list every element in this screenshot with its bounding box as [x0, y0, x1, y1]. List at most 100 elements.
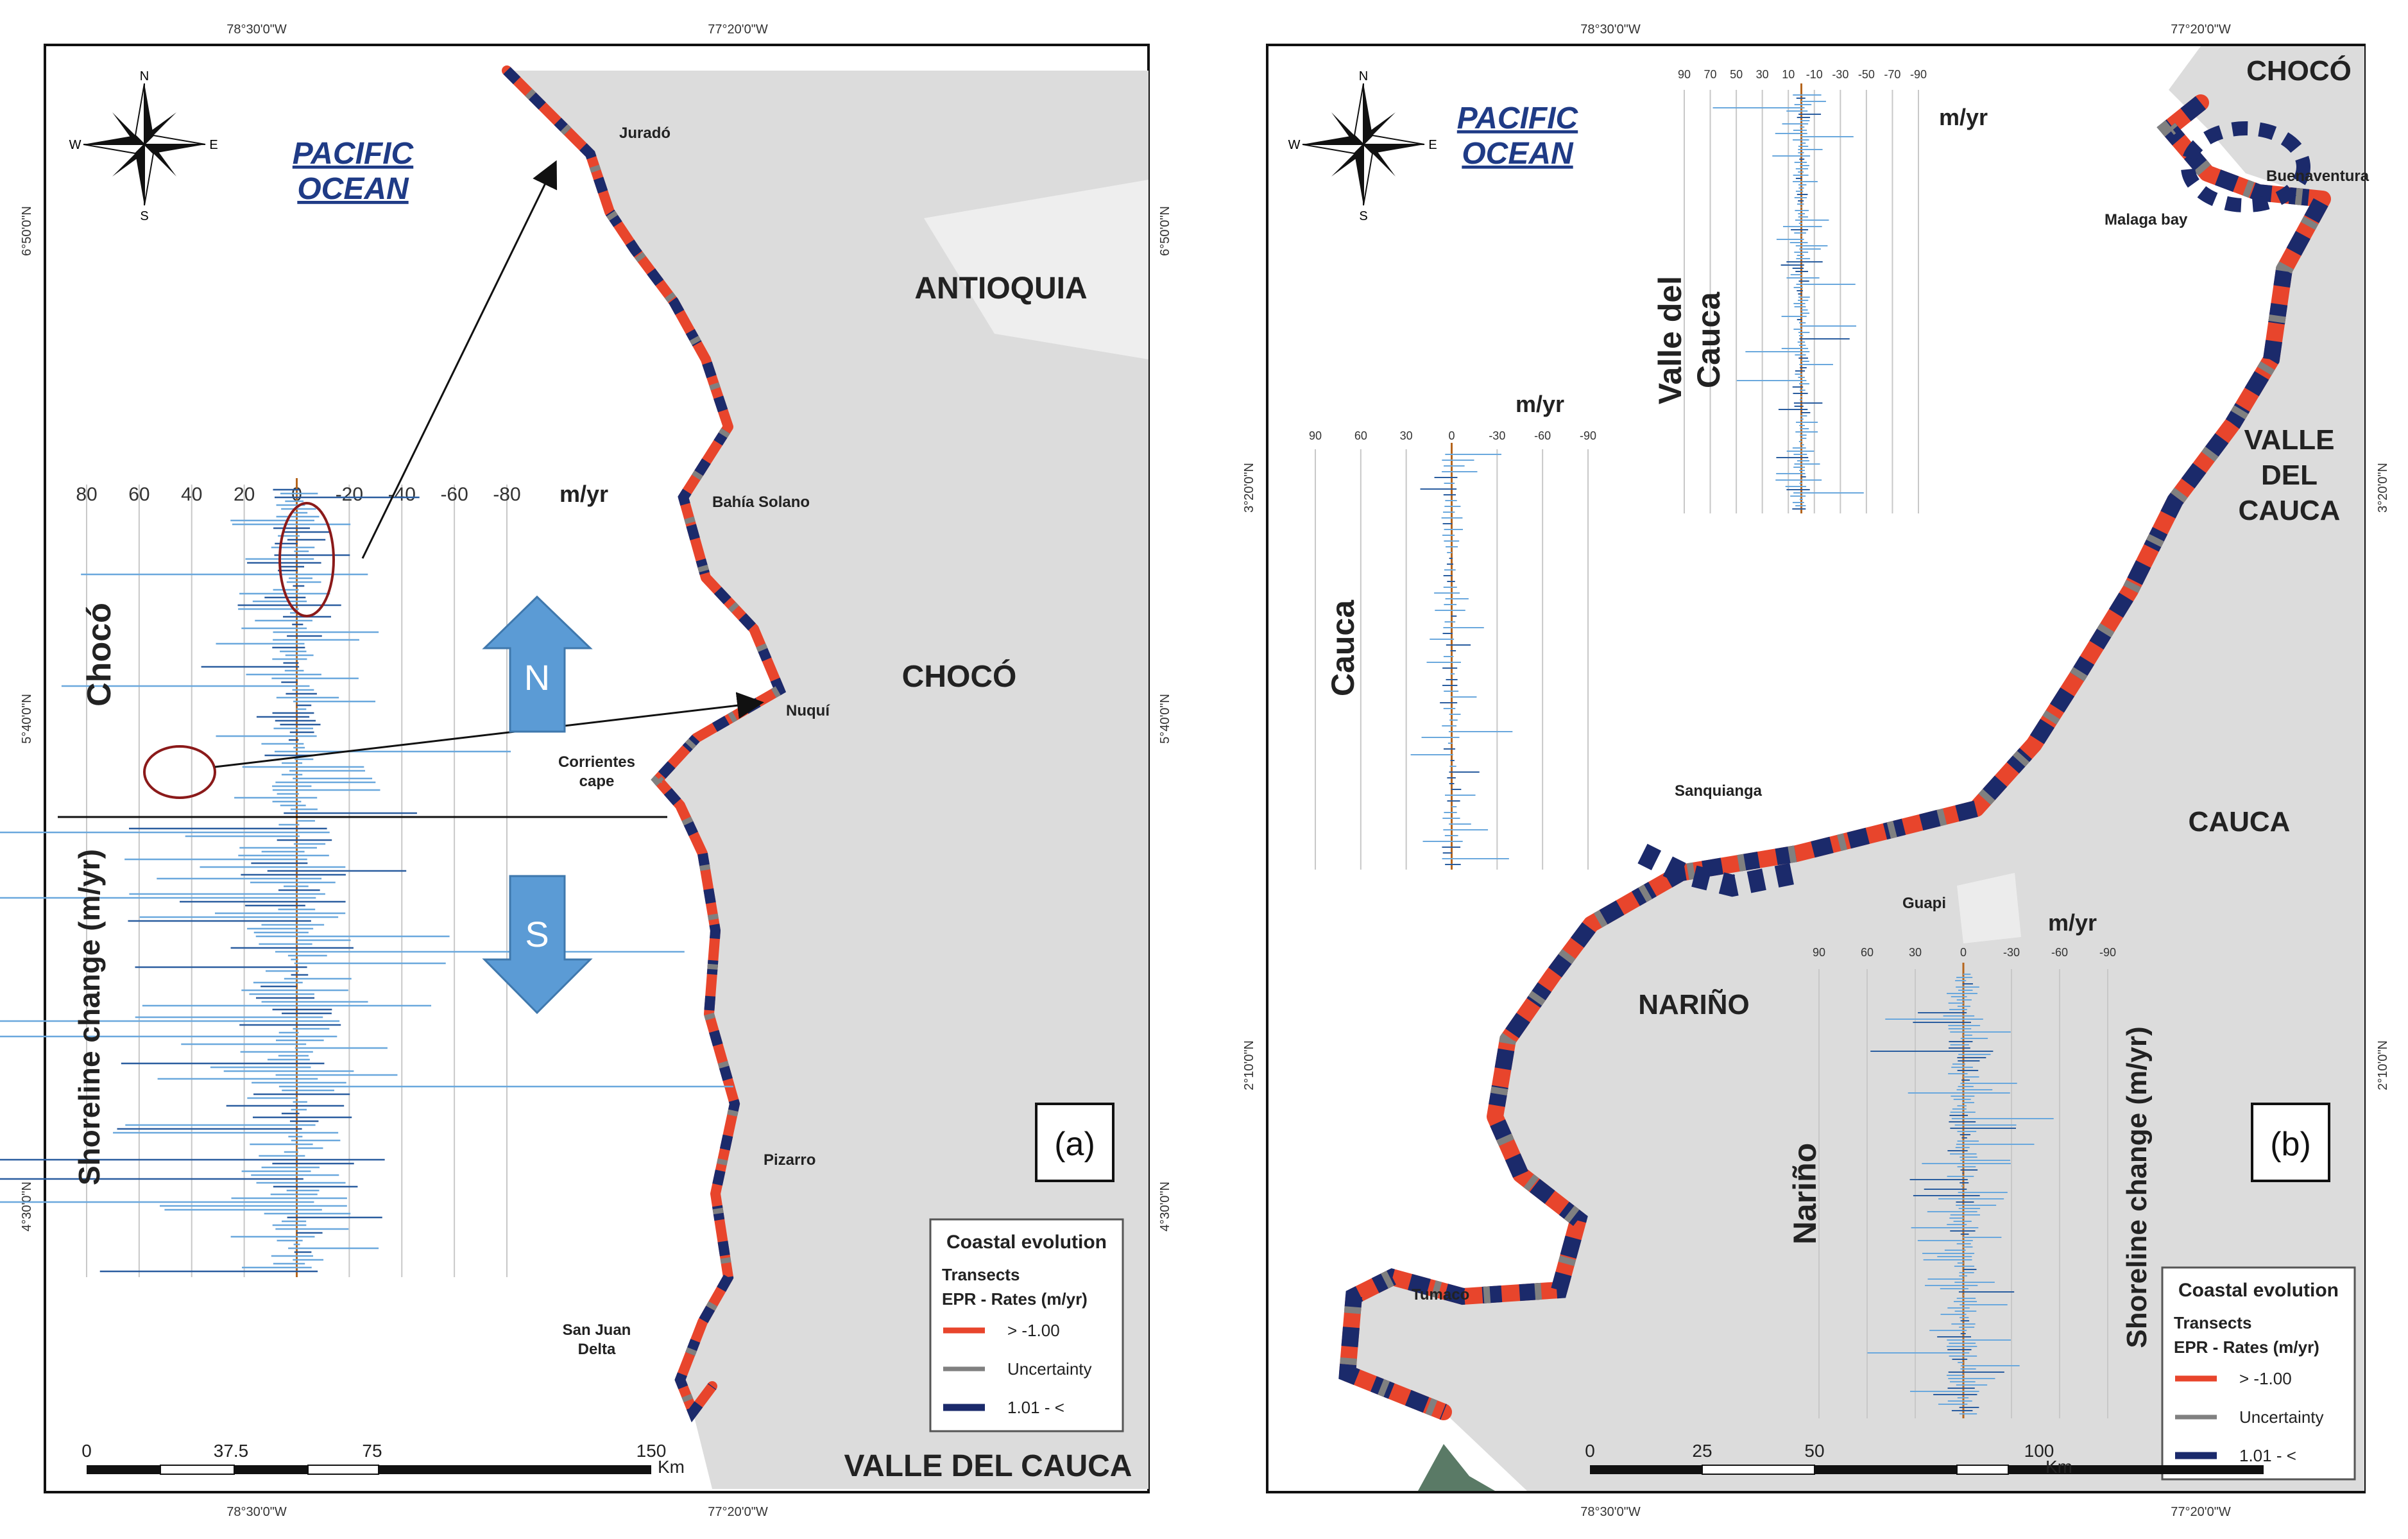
panel-b-scale-unit: Km [2045, 1457, 2072, 1477]
panel-a-coord-top-2: 77°20'0"W [708, 22, 768, 37]
panel-a-ellipse-south [143, 745, 216, 799]
panel-b-coastline [1339, 94, 2331, 1420]
panel-b-region-valle-2: DEL [2261, 460, 2318, 491]
panel-a-place-bahia-solano: Bahía Solano [712, 494, 810, 511]
panel-b-valle-chart-tick-label: -70 [1884, 68, 1900, 81]
panel-a-chart-tick-label: 20 [234, 484, 255, 505]
panel-b-coord-right-2: 2°10'0"N [2376, 1040, 2390, 1090]
panel-b-land-light [1957, 873, 2021, 943]
panel-b-valle-transect-chart: 90 70 50 30 10 -10 -30 -50 -70 -90 [1678, 68, 1927, 513]
panel-a-legend-sub2: EPR - Rates (m/yr) [942, 1289, 1088, 1309]
panel-b-legend-title: Coastal evolution [2178, 1280, 2339, 1301]
panel-a-south-arrow-label: S [525, 914, 549, 954]
panel-a-place-nuqui: Nuquí [786, 702, 830, 719]
panel-b-place-tumaco: Tumaco [1412, 1286, 1469, 1303]
panel-b-cauca-chart-tick-label: 30 [1400, 429, 1413, 442]
panel-a-legend-sub1: Transects [942, 1265, 1020, 1284]
panel-a-place-jurado: Juradó [619, 125, 670, 142]
panel-b-coord-right-1: 3°20'0"N [2376, 463, 2390, 513]
panel-b-cauca-chart-tick-label: 0 [1448, 429, 1455, 442]
panel-b-cauca-transect-chart: 90 60 30 0 -30 -60 -90 [1309, 429, 1596, 870]
panel-b-valle-chart-tick-label: -30 [1832, 68, 1849, 81]
panel-b-compass-e: E [1428, 138, 1437, 152]
panel-b-scale-bar: 0 25 50 100 Km [1585, 1441, 2264, 1477]
panel-b-legend-item1: > -1.00 [2239, 1369, 2292, 1388]
panel-b-cauca-label: Cauca [1325, 599, 1361, 696]
panel-b-valle-chart-tick-label: 10 [1782, 68, 1795, 81]
panel-a-legend-title: Coastal evolution [946, 1232, 1107, 1253]
panel-b-valle-label-2: Cauca [1691, 291, 1727, 388]
panel-a-chart-tick-label: -60 [440, 484, 468, 505]
panel-a-place-corrientes-2: cape [579, 773, 615, 790]
panel-b-narino-chart-tick-label: -90 [2099, 946, 2116, 959]
panel-a-land [507, 71, 1148, 1489]
panel-a-chart-tick-label: 80 [76, 484, 97, 505]
panel-a-scale-1: 37.5 [214, 1441, 249, 1461]
panel-b-narino-chart-tick-label: 60 [1861, 946, 1874, 959]
panel-b-narino-label: Nariño [1787, 1143, 1823, 1244]
panel-a-coord-right-1: 6°50'0"N [1158, 206, 1172, 256]
panel-a-coord-left-1: 6°50'0"N [20, 206, 34, 256]
panel-a-coord-right-2: 5°40'0"N [1158, 694, 1172, 744]
panel-a-region-valle: VALLE DEL CAUCA [844, 1449, 1132, 1483]
panel-a: 78°30'0"W 77°20'0"W 78°30'0"W 77°20'0"W … [0, 22, 1172, 1519]
panel-a-coastline-accretion [503, 67, 787, 1423]
panel-a-region-antioquia: ANTIOQUIA [914, 271, 1087, 305]
panel-a-chart-tick-label: 40 [181, 484, 202, 505]
panel-b-valle-chart-tick-label: 50 [1730, 68, 1743, 81]
panel-a-transect-chart: 806040200-20-40-60-80 [0, 478, 733, 1277]
panel-a-legend-item1: > -1.00 [1007, 1321, 1060, 1340]
panel-b-coord-left-2: 2°10'0"N [1242, 1040, 1256, 1090]
panel-b-compass-s: S [1359, 209, 1367, 223]
panel-b-cauca-unit: m/yr [1516, 391, 1564, 417]
panel-b-cauca-chart-tick-label: -90 [1580, 429, 1596, 442]
panel-b-legend-sub1: Transects [2174, 1313, 2251, 1332]
panel-a-coord-bottom-2: 77°20'0"W [708, 1505, 768, 1519]
panel-a-coord-right-3: 4°30'0"N [1158, 1182, 1172, 1232]
panel-a-axis-unit: m/yr [559, 481, 608, 507]
panel-b-legend-sub2: EPR - Rates (m/yr) [2174, 1337, 2319, 1357]
panel-a-label-box [1035, 1103, 1114, 1182]
panel-a-compass-w: W [69, 138, 81, 152]
panel-b-compass-n: N [1359, 69, 1368, 83]
panel-a-scale-unit: Km [658, 1457, 685, 1477]
panel-b-legend: Coastal evolution Transects EPR - Rates … [2161, 1266, 2356, 1481]
panel-b-narino-transect-chart: 90 60 30 0 -30 -60 -90 [1813, 946, 2116, 1418]
panel-a-compass-s: S [140, 209, 148, 223]
panel-b-label-box [2251, 1103, 2330, 1182]
panel-b-buenaventura-bay [2181, 121, 2310, 212]
panel-b-region-valle-3: CAUCA [2239, 495, 2341, 526]
panel-b-land-green [1418, 1444, 1495, 1491]
panel-b-scale-0: 0 [1585, 1441, 1595, 1461]
panel-b-place-guapi: Guapi [1902, 895, 1946, 912]
panel-b-place-sanquianga: Sanquianga [1675, 782, 1763, 800]
panel-a-ylabel: Shoreline change (m/yr) [73, 849, 106, 1185]
panel-b: 78°30'0"W 77°20'0"W 78°30'0"W 77°20'0"W … [1242, 22, 2390, 1519]
panel-b-ocean-line1: PACIFIC [1457, 101, 1579, 135]
panel-b-narino-chart-tick-label: 0 [1960, 946, 1967, 959]
panel-a-compass-rose-icon: N S E W [69, 69, 218, 223]
panel-b-coord-bottom-2: 77°20'0"W [2171, 1505, 2231, 1519]
panel-b-narino-chart-tick-label: -30 [2003, 946, 2020, 959]
panel-a-scale-0: 0 [81, 1441, 92, 1461]
panel-a-south-arrow-icon: S [482, 875, 593, 1015]
panel-b-narino-chart-tick-label: -60 [2051, 946, 2068, 959]
panel-b-cauca-chart-tick-label: -30 [1489, 429, 1505, 442]
panel-b-valle-chart-tick-label: -50 [1858, 68, 1875, 81]
panel-b-scale-1: 25 [1692, 1441, 1712, 1461]
panel-a-coord-bottom-1: 78°30'0"W [226, 1505, 287, 1519]
panel-a-ellipse-north [278, 502, 335, 617]
panel-b-coord-top-1: 78°30'0"W [1580, 22, 1641, 37]
panel-a-coord-left-2: 5°40'0"N [20, 694, 34, 744]
panel-b-cauca-chart-tick-label: 90 [1309, 429, 1322, 442]
panel-b-coord-top-2: 77°20'0"W [2171, 22, 2231, 37]
panel-a-chart-tick-label: -80 [493, 484, 520, 505]
panel-b-place-buenaventura: Buenaventura [2266, 168, 2370, 185]
panel-b-region-cauca: CAUCA [2189, 806, 2291, 838]
panel-a-province-label: Chocó [81, 603, 118, 707]
panel-b-region-valle-1: VALLE [2244, 424, 2335, 456]
panel-b-narino-chart-tick-label: 30 [1909, 946, 1922, 959]
panel-a-chart-tick-label: -40 [388, 484, 416, 505]
